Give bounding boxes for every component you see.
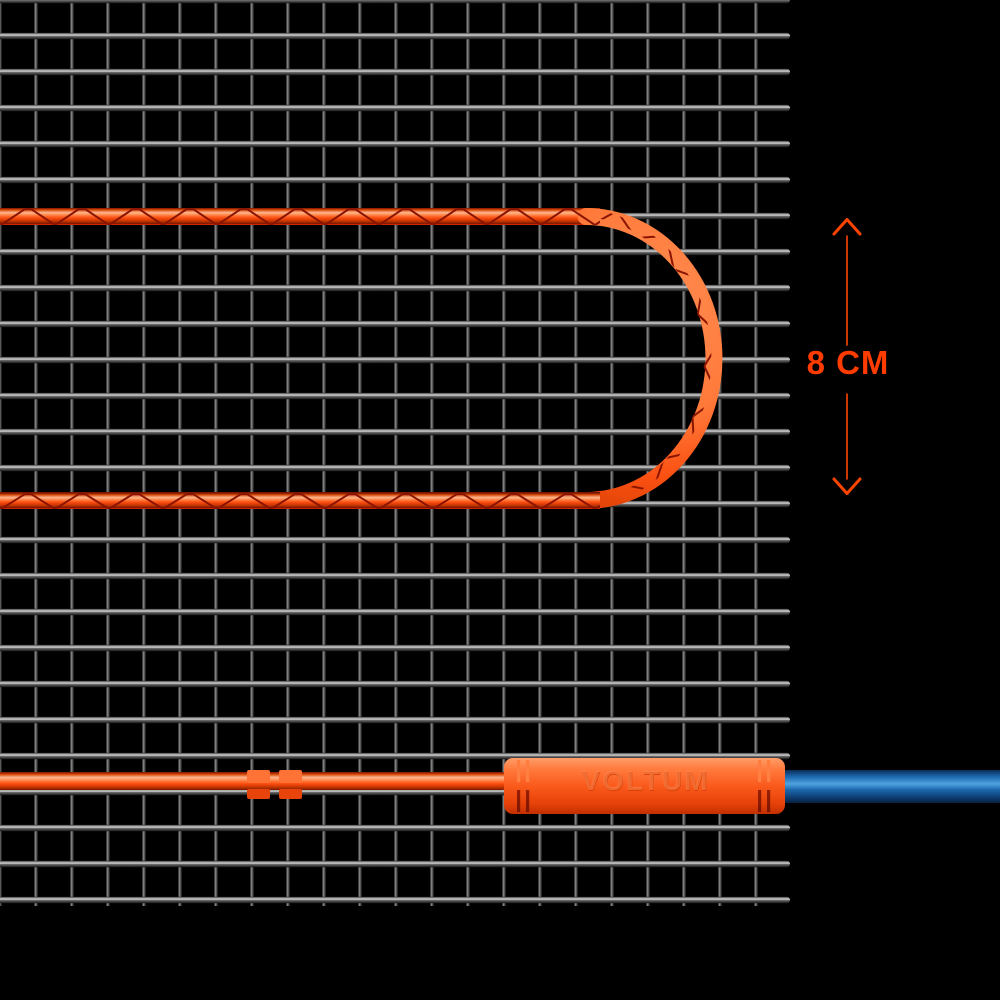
- svg-text:VOLTUM: VOLTUM: [581, 765, 709, 796]
